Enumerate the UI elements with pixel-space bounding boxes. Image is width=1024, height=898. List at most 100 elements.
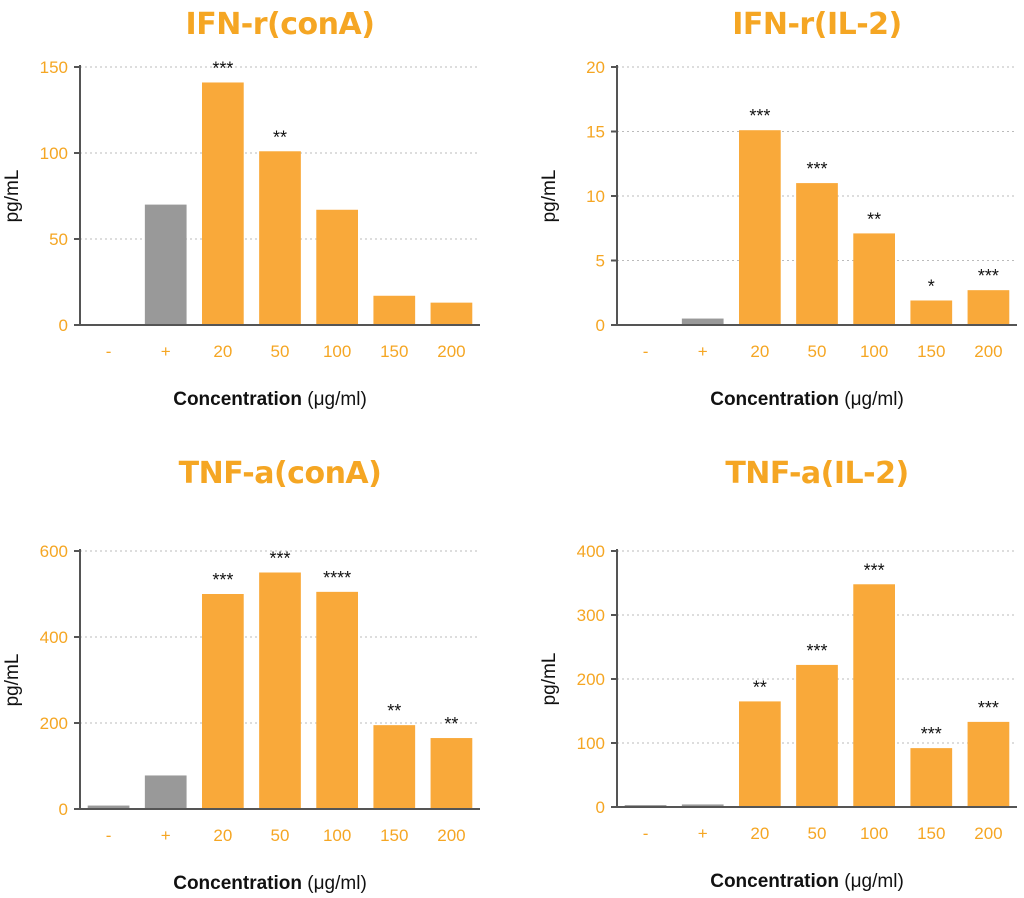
x-axis-label-unit: (μg/ml)	[844, 389, 904, 410]
x-tick-label: 100	[323, 342, 351, 361]
y-tick-label: 0	[596, 798, 605, 817]
bar	[430, 738, 473, 809]
x-tick-label: 200	[974, 824, 1002, 843]
x-tick-label: +	[161, 826, 171, 845]
bar	[681, 804, 724, 807]
significance-label: **	[867, 209, 881, 229]
chart-svg: IFN-r(IL-2) 0 5 10 15 20 - +20 *** 50 *** 100 ** 150 *…	[539, 7, 1017, 410]
significance-label: ***	[978, 266, 999, 286]
y-tick-label: 50	[49, 230, 68, 249]
chart-panel-tnf-il2: TNF-a(IL-2) 0 100 200 300 400 - +20 ** 50 *** 100 **…	[512, 449, 1024, 898]
x-tick-label: 150	[380, 342, 408, 361]
bar	[316, 209, 358, 325]
y-axis-label: pg/mL	[539, 653, 560, 706]
significance-label: ***	[921, 724, 942, 744]
y-tick-label: 600	[40, 542, 68, 561]
bar	[373, 295, 416, 325]
bar	[853, 584, 895, 807]
x-tick-label: 50	[808, 824, 827, 843]
bar	[373, 725, 416, 809]
y-tick-label: 10	[586, 187, 605, 206]
x-tick-label: 50	[808, 342, 827, 361]
x-tick-label: 150	[917, 342, 945, 361]
chart-title: IFN-r(IL-2)	[732, 7, 902, 42]
y-axis-label: pg/mL	[2, 654, 23, 707]
x-tick-label: 20	[213, 826, 232, 845]
x-axis-label: Concentration (μg/ml)	[710, 389, 904, 410]
x-axis-label: Concentration (μg/ml)	[173, 389, 367, 410]
y-tick-label: 20	[586, 58, 605, 77]
chart-title: TNF-a(conA)	[179, 456, 382, 491]
bar	[910, 300, 953, 325]
x-tick-label: -	[106, 342, 112, 361]
bar	[87, 805, 130, 809]
chart-svg: TNF-a(IL-2) 0 100 200 300 400 - +20 ** 50 *** 100 **…	[539, 456, 1017, 892]
x-tick-label: 20	[213, 342, 232, 361]
x-axis-label-bold: Concentration	[173, 389, 302, 410]
y-tick-label: 0	[59, 800, 68, 819]
x-tick-label: 150	[380, 826, 408, 845]
y-tick-label: 100	[40, 144, 68, 163]
bar	[259, 572, 301, 809]
x-axis-label: Concentration (μg/ml)	[173, 873, 367, 894]
bar	[967, 290, 1010, 325]
significance-label: ***	[806, 641, 827, 661]
significance-label: ***	[269, 549, 290, 569]
x-tick-label: 100	[860, 342, 888, 361]
y-tick-label: 400	[577, 542, 605, 561]
x-tick-label: -	[643, 342, 649, 361]
x-tick-label: 100	[860, 824, 888, 843]
y-tick-label: 0	[59, 316, 68, 335]
chart-panel-ifn-il2: IFN-r(IL-2) 0 5 10 15 20 - +20 *** 50 *** 100 ** 150 *…	[512, 0, 1024, 449]
bar	[144, 775, 187, 809]
significance-label: ***	[978, 698, 999, 718]
x-tick-label: +	[698, 342, 708, 361]
y-tick-label: 150	[40, 58, 68, 77]
x-axis-label-unit: (μg/ml)	[307, 389, 367, 410]
x-tick-label: 200	[437, 342, 465, 361]
y-tick-label: 400	[40, 628, 68, 647]
significance-label: *	[928, 276, 935, 296]
x-tick-label: +	[161, 342, 171, 361]
bar	[910, 748, 953, 807]
significance-label: ***	[806, 159, 827, 179]
x-axis-label: Concentration (μg/ml)	[710, 871, 904, 892]
bar	[739, 130, 781, 325]
x-tick-label: -	[643, 824, 649, 843]
y-tick-label: 300	[577, 606, 605, 625]
bar	[259, 151, 301, 325]
bar	[202, 82, 244, 325]
significance-label: ***	[212, 570, 233, 590]
y-tick-label: 0	[596, 316, 605, 335]
x-axis-label-unit: (μg/ml)	[844, 871, 904, 892]
x-tick-label: 20	[750, 342, 769, 361]
chart-panel-ifn-conA: IFN-r(conA) 0 50 100 150 - +20 *** 50 ** 100 150 200…	[0, 0, 512, 449]
bar	[796, 664, 838, 807]
bar	[796, 183, 838, 325]
chart-panel-tnf-conA: TNF-a(conA) 0 200 400 600- +20 *** 50 *** 100 ****…	[0, 449, 512, 898]
chart-svg: IFN-r(conA) 0 50 100 150 - +20 *** 50 ** 100 150 200…	[2, 7, 480, 410]
bar	[739, 701, 781, 807]
x-tick-label: 50	[271, 826, 290, 845]
significance-label: **	[387, 701, 401, 721]
x-tick-label: 20	[750, 824, 769, 843]
significance-label: **	[444, 714, 458, 734]
significance-label: **	[273, 127, 287, 147]
x-axis-label-bold: Concentration	[710, 871, 839, 892]
bar	[202, 594, 244, 809]
x-axis-label-bold: Concentration	[173, 873, 302, 894]
bar	[967, 721, 1010, 807]
significance-label: ***	[212, 58, 233, 78]
y-tick-label: 15	[586, 123, 605, 142]
bar	[681, 318, 724, 325]
y-tick-label: 200	[40, 714, 68, 733]
significance-label: **	[753, 677, 767, 697]
significance-label: ****	[323, 568, 351, 588]
x-tick-label: +	[698, 824, 708, 843]
x-tick-label: 200	[437, 826, 465, 845]
chart-title: TNF-a(IL-2)	[725, 456, 908, 491]
chart-title: IFN-r(conA)	[186, 7, 375, 42]
x-tick-label: -	[106, 826, 112, 845]
y-axis-label: pg/mL	[2, 170, 23, 223]
